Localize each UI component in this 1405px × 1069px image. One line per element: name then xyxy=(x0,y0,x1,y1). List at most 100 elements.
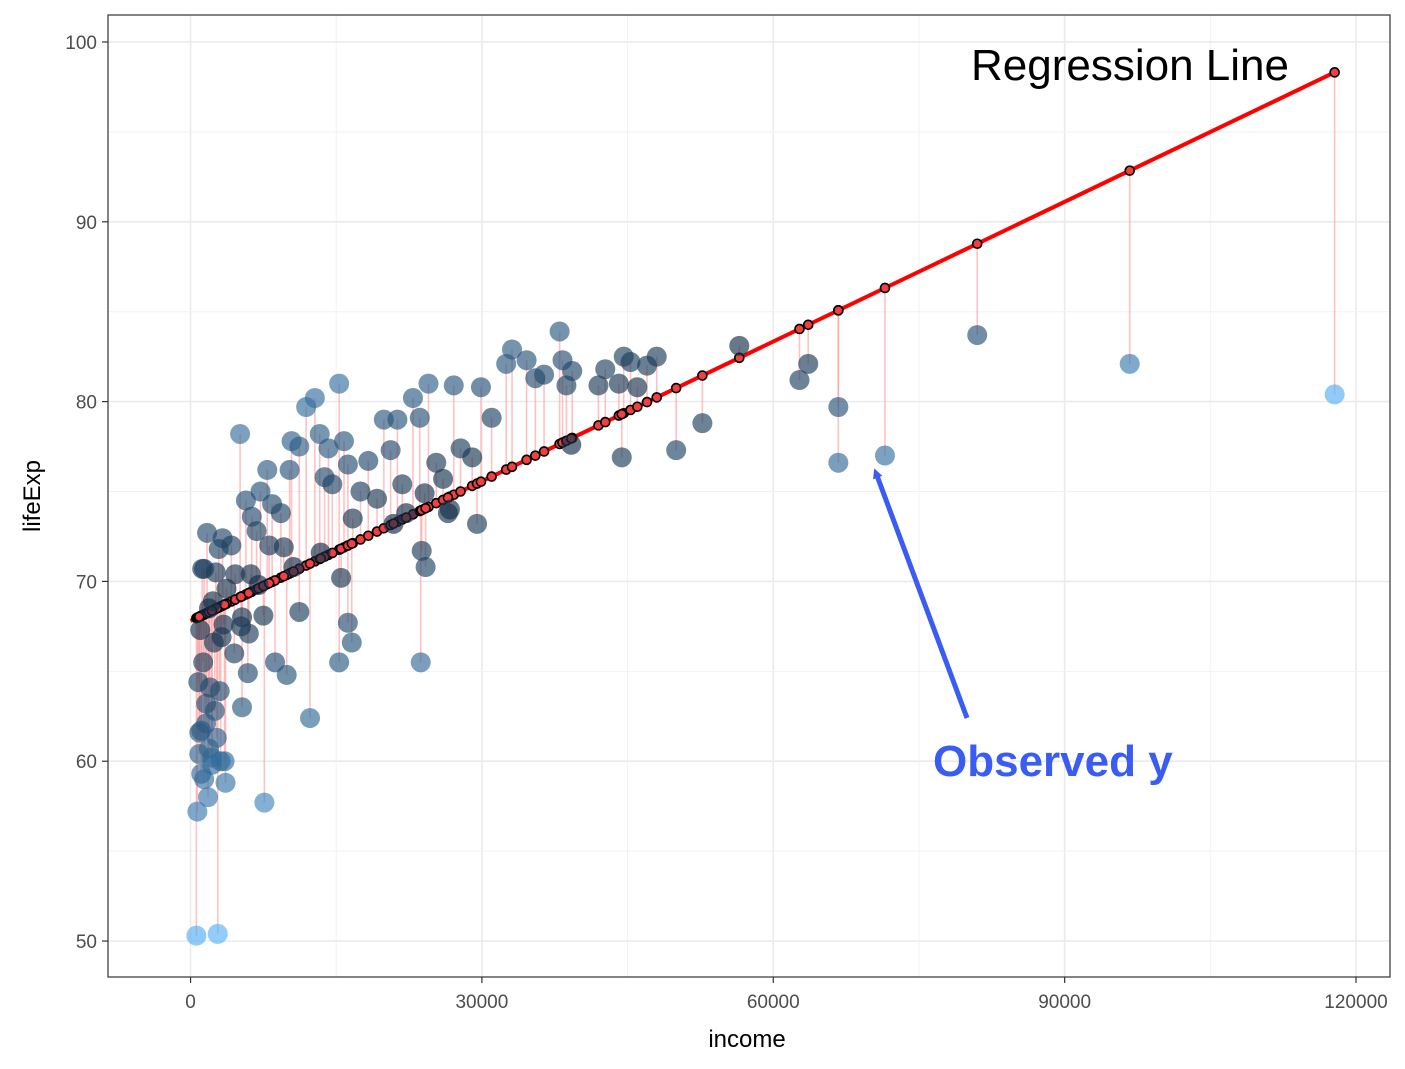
observed-point xyxy=(380,440,401,461)
observed-point xyxy=(208,539,229,560)
observed-point xyxy=(197,522,218,543)
observed-point xyxy=(253,605,274,626)
fitted-point xyxy=(879,282,891,294)
observed-point xyxy=(627,377,648,398)
fitted-point xyxy=(670,382,682,394)
observed-point xyxy=(534,364,555,385)
observed-point xyxy=(207,923,228,944)
fitted-point xyxy=(1124,165,1136,176)
y-tick-label: 80 xyxy=(76,393,97,414)
observed-point xyxy=(341,632,362,653)
observed-point xyxy=(620,352,641,373)
plot-panel xyxy=(108,15,1390,977)
observed-point xyxy=(322,474,343,495)
observed-point xyxy=(608,373,629,394)
observed-point xyxy=(248,575,269,596)
observed-point xyxy=(462,447,483,468)
observed-point xyxy=(215,772,236,793)
observed-point xyxy=(415,557,436,578)
observed-point xyxy=(367,488,388,509)
observed-point xyxy=(337,454,358,475)
y-tick-label: 60 xyxy=(76,752,97,773)
grid-lines xyxy=(108,15,1390,977)
observed-point xyxy=(437,503,458,524)
fitted-point xyxy=(971,238,983,250)
observed-point xyxy=(192,558,213,579)
observed-point xyxy=(426,452,447,473)
y-tick-label: 50 xyxy=(76,932,97,953)
observed-point xyxy=(259,535,280,556)
observed-point xyxy=(224,643,245,664)
observed-point xyxy=(199,738,220,759)
observed-point xyxy=(410,652,431,673)
x-tick-label: 120000 xyxy=(1324,992,1387,1013)
plot-border xyxy=(107,14,1391,978)
fitted-point xyxy=(599,416,611,428)
observed-point xyxy=(409,407,430,428)
observed-point xyxy=(310,542,331,563)
observed-point xyxy=(561,434,582,455)
fitted-point xyxy=(616,408,628,420)
observed-point xyxy=(729,335,750,356)
observed-point xyxy=(189,722,210,743)
observed-point xyxy=(874,445,895,466)
fitted-point xyxy=(833,305,844,316)
observed-point xyxy=(198,787,219,808)
observed-point xyxy=(334,431,355,452)
observed-point xyxy=(289,601,310,622)
fitted-point xyxy=(362,530,374,542)
observed-point xyxy=(309,423,330,444)
observed-point xyxy=(481,407,502,428)
observed-point xyxy=(666,440,687,461)
observed-point xyxy=(237,663,258,684)
fitted-point xyxy=(486,471,497,482)
observed-point xyxy=(250,481,271,502)
observed-point xyxy=(216,578,237,599)
observed-point xyxy=(331,567,352,588)
observed-y-label: Observed y xyxy=(933,737,1173,786)
y-tick-label: 100 xyxy=(65,33,97,54)
observed-point xyxy=(187,801,208,822)
observed-point xyxy=(265,652,286,673)
fitted-point xyxy=(304,558,316,569)
observed-point xyxy=(318,438,339,459)
observed-point xyxy=(196,693,217,714)
x-axis-ticks: 0 30000 60000 90000 120000 xyxy=(185,977,1388,1013)
observed-point xyxy=(467,513,488,534)
y-axis-ticks: 50 60 70 80 90 100 xyxy=(65,33,108,953)
observed-point xyxy=(337,612,358,633)
observed-point xyxy=(588,375,609,396)
x-axis-title: income xyxy=(708,1026,785,1053)
observed-point xyxy=(211,627,232,648)
observed-point xyxy=(190,619,211,640)
observed-point xyxy=(358,450,379,471)
fitted-point xyxy=(420,502,431,514)
observed-point xyxy=(396,503,417,524)
fitted-point xyxy=(278,570,290,582)
fitted-point xyxy=(697,370,708,381)
y-tick-label: 70 xyxy=(76,572,97,593)
observed-point xyxy=(300,708,321,729)
observed-point xyxy=(387,409,408,430)
y-tick-label: 90 xyxy=(76,213,97,234)
observed-point xyxy=(392,474,413,495)
fitted-point xyxy=(641,396,653,408)
fitted-point xyxy=(530,450,541,461)
observed-point xyxy=(967,325,988,346)
fitted-point xyxy=(506,461,518,473)
observed-point xyxy=(798,353,819,374)
observed-points xyxy=(186,321,1345,946)
observed-point xyxy=(516,350,537,371)
observed-point xyxy=(202,591,223,612)
observed-point xyxy=(209,681,230,702)
observed-point xyxy=(342,508,363,529)
fitted-point xyxy=(346,538,358,549)
observed-point xyxy=(257,459,278,480)
observed-point xyxy=(646,346,667,367)
observed-point xyxy=(235,490,256,511)
observed-point xyxy=(246,521,267,542)
observed-point xyxy=(1324,384,1345,405)
observed-point xyxy=(225,564,246,585)
x-tick-label: 60000 xyxy=(747,992,800,1013)
